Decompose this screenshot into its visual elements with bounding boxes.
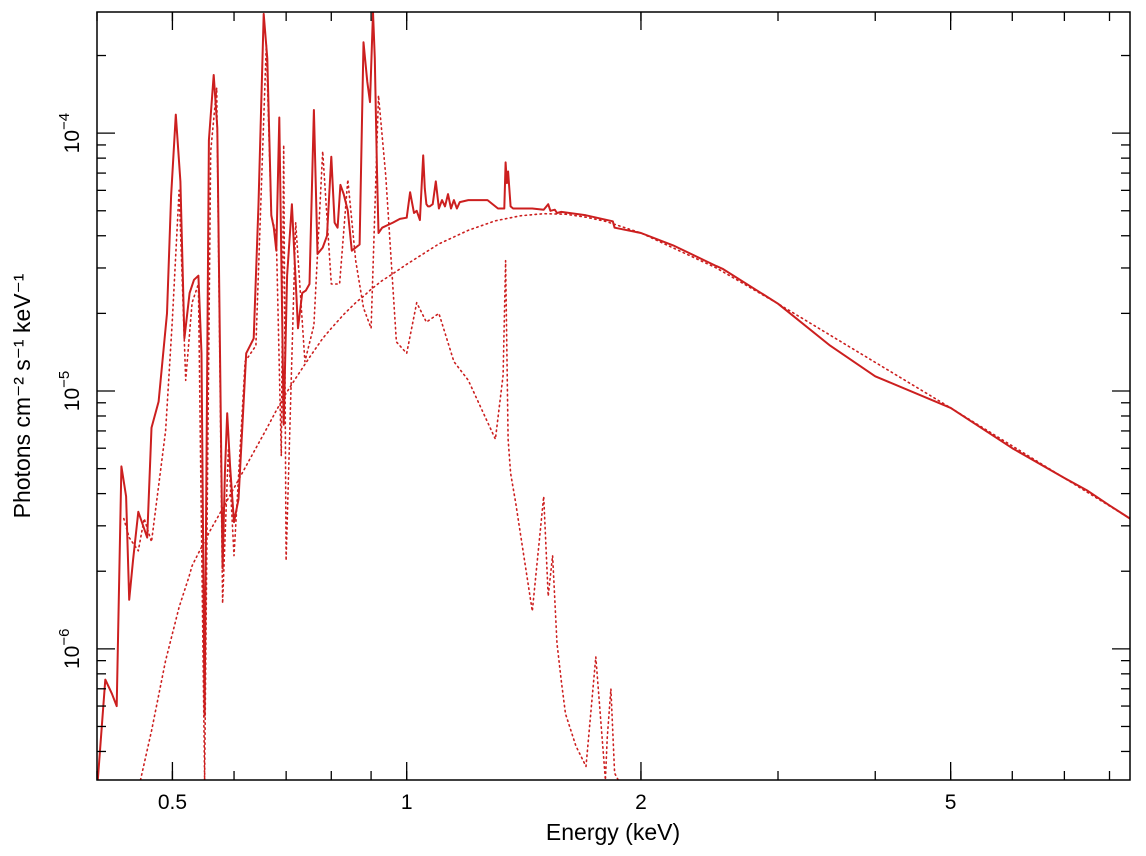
model-component-line-1 — [139, 212, 1130, 780]
plot-frame — [96, 11, 1131, 781]
y-tick-label: 10−4 — [56, 113, 84, 153]
x-tick-label: 1 — [401, 791, 413, 814]
x-tick-label: 2 — [635, 791, 647, 814]
y-tick-label: 10−6 — [56, 629, 84, 669]
series-layer — [97, 12, 1130, 780]
x-tick-label: 0.5 — [158, 791, 187, 814]
y-tick-label: 10−5 — [56, 371, 84, 411]
total-model-line — [97, 12, 1130, 780]
x-tick-label: 5 — [945, 791, 957, 814]
model-component-line-2 — [123, 44, 619, 780]
x-axis-label: Energy (keV) — [546, 819, 680, 845]
ticks-layer: 0.5 1 2 5 10−6 10−5 10−4 — [56, 12, 1130, 814]
y-axis-label: Photons cm⁻² s⁻¹ keV⁻¹ — [9, 273, 35, 518]
